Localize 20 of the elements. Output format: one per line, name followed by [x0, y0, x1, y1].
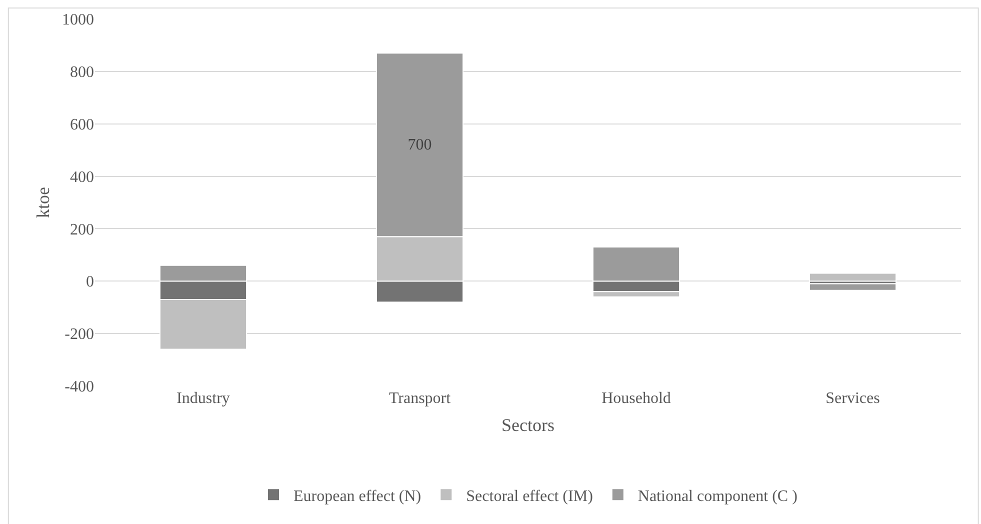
y-tick-label: -200 [64, 326, 94, 344]
bar [808, 272, 897, 282]
y-tick-label: -400 [64, 378, 94, 396]
x-tick-label: Industry [176, 390, 230, 407]
x-tick-label: Household [602, 390, 671, 407]
x-axis-title: Sectors [502, 415, 554, 436]
y-tick-label: 400 [70, 168, 94, 186]
legend-label: National component (C ) [638, 488, 798, 505]
y-tick-label: 200 [70, 221, 94, 238]
x-tick-label: Transport [388, 390, 452, 407]
y-tick-label: 1000 [62, 12, 94, 29]
x-tick-label: Services [826, 390, 880, 407]
y-tick-label: 800 [70, 64, 94, 82]
y-tick-label: 0 [86, 274, 94, 291]
data-label: 700 [408, 136, 432, 154]
legend-label: Sectoral effect (IM) [466, 488, 593, 505]
bar [808, 283, 897, 291]
y-axis-title: ktoe [33, 187, 53, 218]
y-tick-label: 600 [70, 116, 94, 134]
legend-label: European effect (N) [294, 488, 422, 505]
